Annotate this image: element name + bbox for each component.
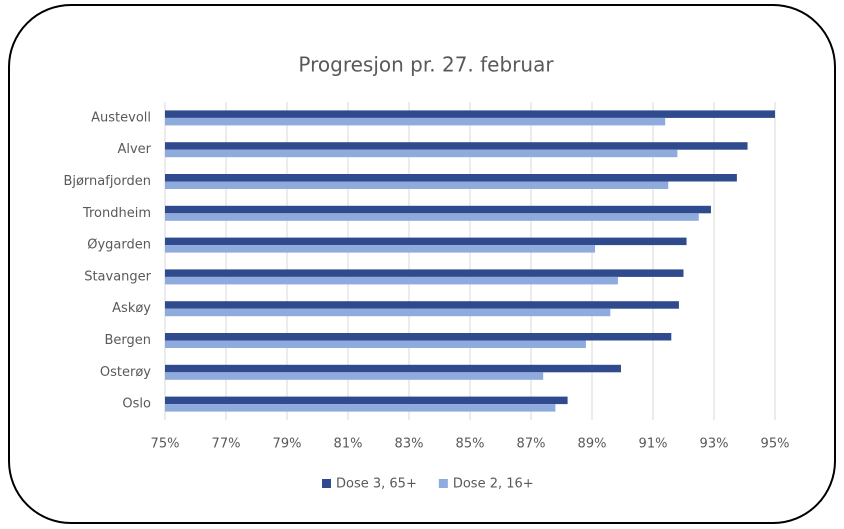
bar — [165, 269, 684, 277]
bar — [165, 333, 672, 341]
bar — [165, 237, 687, 246]
bar — [165, 396, 568, 405]
bar — [165, 205, 711, 214]
bar — [165, 213, 699, 221]
x-tick-label: 83% — [395, 437, 424, 452]
bar — [165, 181, 669, 189]
x-tick-label: 91% — [639, 437, 668, 452]
bar — [165, 364, 621, 373]
bar — [165, 245, 596, 253]
y-tick-label: Oslo — [122, 397, 151, 412]
x-tick-label: 89% — [578, 437, 607, 452]
legend-label: Dose 2, 16+ — [453, 477, 534, 492]
y-tick-label: Trondheim — [82, 206, 151, 221]
x-tick-label: 77% — [212, 437, 241, 452]
bar — [165, 149, 678, 158]
bar — [165, 340, 586, 348]
y-tick-label: Bjørnafjorden — [63, 174, 151, 189]
y-tick-label: Askøy — [112, 301, 151, 316]
chart-frame — [8, 4, 836, 524]
bar — [165, 301, 679, 309]
y-tick-label: Alver — [117, 142, 151, 157]
bar — [165, 404, 556, 412]
y-tick-label: Stavanger — [84, 269, 151, 284]
bar — [165, 308, 611, 317]
y-tick-label: Austevoll — [91, 110, 151, 125]
bar — [165, 117, 666, 126]
chart-title: Progresjon pr. 27. februar — [298, 53, 554, 77]
x-tick-label: 93% — [700, 437, 729, 452]
bar — [165, 276, 618, 285]
y-tick-label: Osterøy — [100, 365, 151, 380]
x-tick-label: 75% — [151, 437, 180, 452]
y-tick-label: Øygarden — [87, 238, 151, 253]
x-tick-label: 81% — [334, 437, 363, 452]
legend-swatch — [322, 479, 331, 488]
bar — [165, 174, 737, 182]
bar — [165, 110, 775, 118]
legend-swatch — [438, 479, 448, 488]
x-tick-label: 87% — [517, 437, 546, 452]
x-tick-label: 85% — [456, 437, 485, 452]
x-tick-label: 95% — [761, 437, 790, 452]
y-tick-label: Bergen — [104, 333, 151, 348]
bar — [165, 142, 748, 150]
legend-label: Dose 3, 65+ — [336, 477, 417, 492]
x-tick-label: 79% — [273, 437, 302, 452]
bar — [165, 372, 544, 380]
